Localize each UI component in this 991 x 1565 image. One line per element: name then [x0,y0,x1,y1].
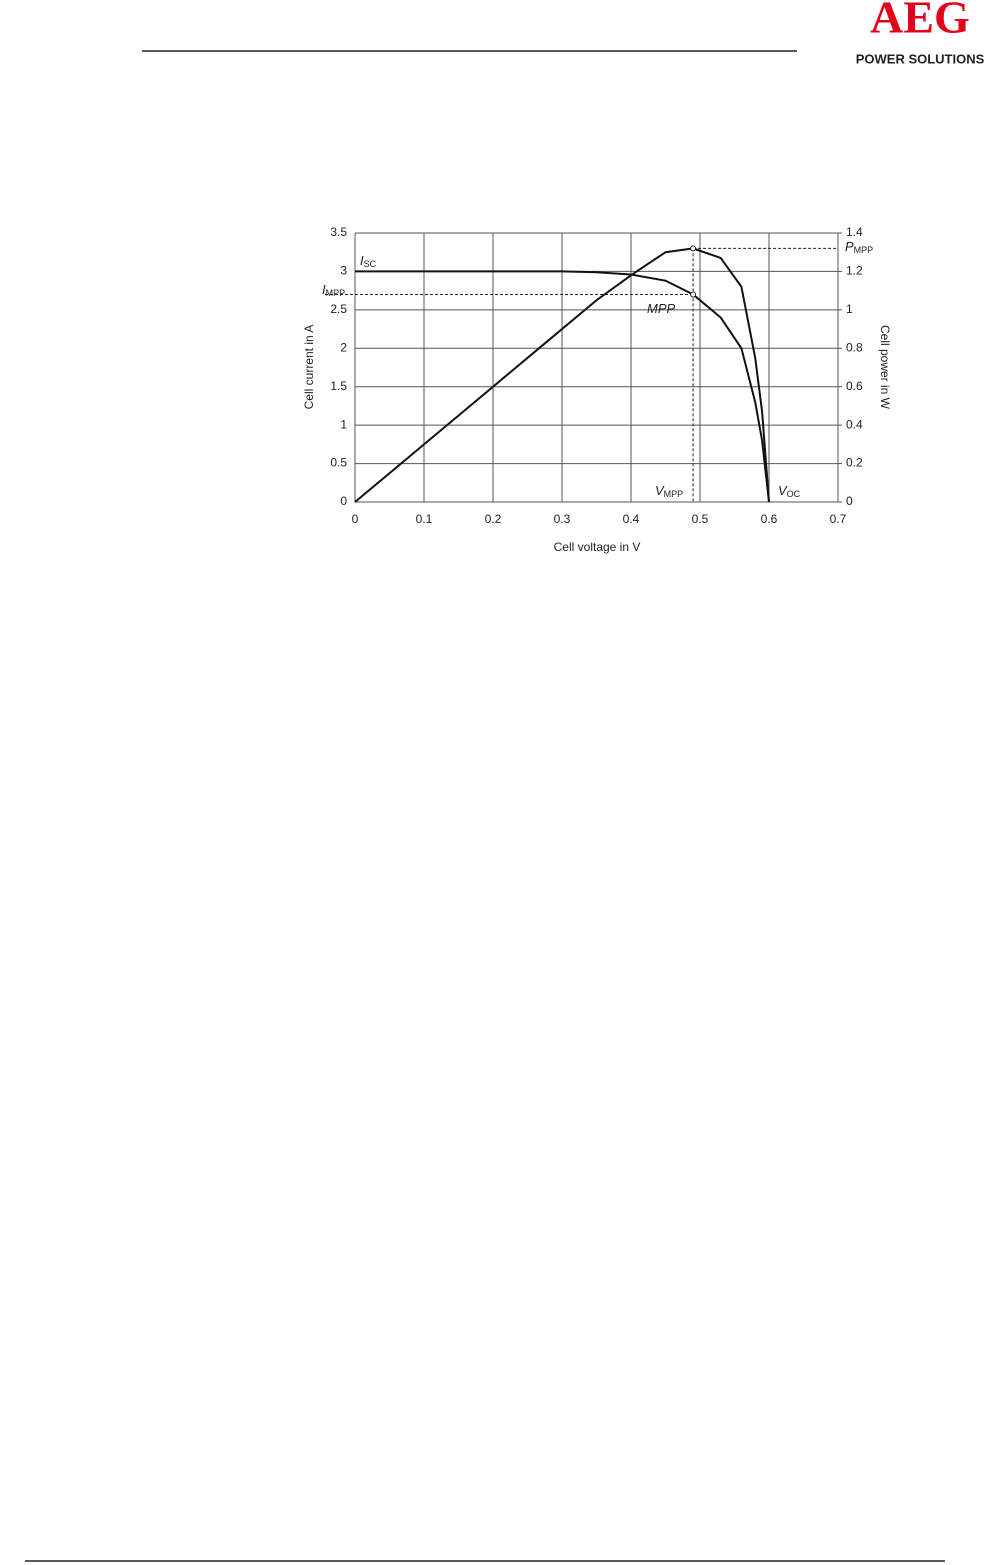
annotation-sub: MPP [854,245,874,255]
x-tick-label: 0 [352,512,359,526]
mpp-marker [690,291,697,298]
y2-axis-label: Cell power in W [878,325,892,410]
annotation: VMPP [655,483,683,499]
annotation: ISC [360,253,377,269]
x-axis-label: Cell voltage in V [554,540,641,554]
y-tick-label: 1.5 [330,379,347,393]
annotation-main: V [778,483,788,498]
annotation-main: I [322,282,326,297]
y2-tick-label: 0.2 [846,456,863,470]
x-tick-label: 0.4 [623,512,640,526]
y2-tick-label: 0.6 [846,379,863,393]
y2-tick-label: 1.4 [846,225,863,239]
annotation-main: P [845,239,854,254]
pmpp-marker [690,245,697,252]
annotation: IMPP [322,282,345,298]
x-tick-label: 0.3 [554,512,571,526]
y2-tick-label: 0.8 [846,340,863,354]
y-tick-label: 2.5 [330,302,347,316]
y2-tick-label: 1.2 [846,264,863,278]
annotation-sub: SC [364,259,377,269]
y-tick-label: 2 [340,340,347,354]
y2-tick-label: 0 [846,494,853,508]
y-tick-label: 3 [340,264,347,278]
annotation: VOC [778,483,801,499]
series-line [354,247,770,503]
x-tick-label: 0.6 [761,512,778,526]
annotation: PMPP [845,239,873,255]
y-tick-label: 3.5 [330,225,347,239]
y2-tick-label: 1 [846,302,853,316]
y-tick-label: 0.5 [330,456,347,470]
annotation-main: I [360,253,364,268]
annotation: MPP [647,301,676,316]
x-tick-label: 0.2 [485,512,502,526]
y2-tick-label: 0.4 [846,417,863,431]
annotation-main: V [655,483,665,498]
annotation-main: MPP [647,301,676,316]
annotation-sub: OC [787,489,801,499]
annotation-sub: MPP [326,288,346,298]
y-tick-label: 0 [340,494,347,508]
logo: AEG [870,0,970,43]
y-tick-label: 1 [340,417,347,431]
y-axis-label: Cell current in A [302,325,316,410]
x-tick-label: 0.7 [830,512,847,526]
x-tick-label: 0.5 [692,512,709,526]
x-tick-label: 0.1 [416,512,433,526]
series-line [355,270,770,503]
logo-tagline: POWER SOLUTIONS [856,51,985,66]
annotation-sub: MPP [664,489,684,499]
